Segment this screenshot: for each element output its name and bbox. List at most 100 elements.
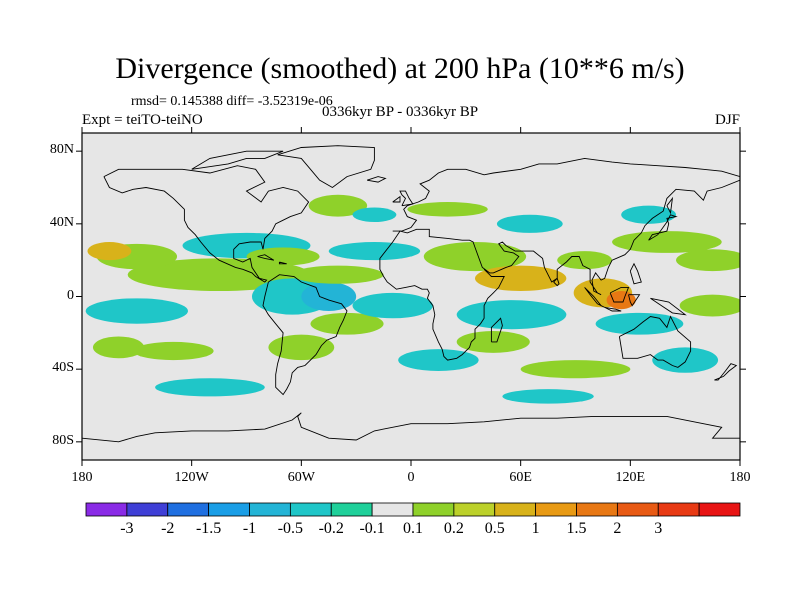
coastline-1 [262,274,348,396]
contour-region-33 [520,360,631,379]
contour-region-24 [496,214,563,233]
colorbar-label: -0.1 [359,520,385,537]
colorbar-swatch-9 [453,502,496,517]
map-title: Divergence (smoothed) at 200 hPa (10**6 … [115,52,685,85]
coastline-16 [277,145,375,189]
x-tick-label: 60W [287,470,315,485]
colorbar-label: -1.5 [195,520,222,537]
season-label: DJF [714,112,740,128]
contour-region-13 [133,341,214,361]
coastline-14 [392,195,401,203]
colorbar-swatch-2 [167,502,210,517]
contour-region-10 [310,312,384,335]
x-tick-label: 180 [729,470,751,485]
colorbar-swatch-0 [85,502,128,517]
colorbar-swatch-14 [657,502,700,517]
y-tick-label: 40N [49,214,74,230]
coastline-11 [648,214,678,241]
colorbar-label: -0.5 [277,520,304,537]
colorbar-label: -0.2 [318,520,344,537]
colorbar-swatch-13 [616,502,659,517]
colorbar [85,502,741,517]
y-tick-label: 40S [52,360,74,376]
coastline-18 [82,412,740,443]
contour-region-18 [423,242,527,272]
colorbar-label: 3 [654,520,663,537]
coastline-10 [650,297,687,316]
axis-ticks [76,127,746,466]
contour-region-28 [612,231,722,253]
colorbar-label: -2 [161,520,175,537]
coastline-12 [714,363,738,381]
divergence-contours [85,194,740,404]
contour-region-16 [308,194,368,217]
experiment-label: Expt = teiTO-teiNO [82,112,203,128]
x-tick-label: 0 [407,470,415,485]
coastline-0 [103,165,310,283]
coastline-4 [490,317,503,343]
colorbar-swatch-6 [330,502,373,517]
colorbar-label: -3 [120,520,134,537]
contour-region-4 [92,336,145,359]
colorbar-label: 1 [531,520,540,537]
colorbar-swatch-12 [576,502,618,517]
coastline-17 [191,150,284,170]
contour-region-29 [621,205,677,224]
contour-region-19 [474,265,567,292]
colorbar-label: 0.2 [443,520,464,537]
contour-region-9 [292,265,384,284]
contour-region-0 [127,258,311,292]
contour-region-11 [328,242,421,261]
coastline-20 [629,262,642,285]
colorbar-swatch-10 [494,502,537,517]
x-tick-label: 120E [615,470,646,485]
coastline-5 [618,315,692,368]
contour-region-14 [155,378,265,397]
contour-region-6 [246,247,320,266]
contour-region-31 [679,294,740,317]
colorbar-swatch-4 [249,502,291,517]
coastline-9 [628,294,641,307]
colorbar-swatch-5 [289,502,332,517]
coastline-23 [666,196,674,215]
coastline-15 [366,176,387,183]
colorbar-label: -1 [242,520,257,537]
contour-region-27 [595,312,684,335]
contour-region-12 [352,292,433,319]
coastline-8 [609,286,630,303]
y-tick-label: 80N [49,142,74,158]
contour-region-35 [502,389,594,404]
contour-region-20 [456,300,567,330]
coastlines [82,145,740,443]
colorbar-label: 1.5 [566,520,587,537]
coastline-3 [379,179,740,361]
period-label: 0336kyr BP - 0336kyr BP [321,104,479,120]
contour-region-17 [352,207,397,223]
colorbar-swatch-3 [208,502,250,517]
colorbar-swatch-11 [535,502,577,517]
colorbar-swatch-1 [126,502,169,517]
contour-region-2 [87,242,132,261]
coastline-2 [392,157,740,232]
coastline-21 [257,254,275,261]
contour-region-32 [652,347,719,373]
colorbar-label: 2 [613,520,622,537]
y-tick-label: 0 [67,287,74,303]
colorbar-swatch-8 [412,502,455,517]
contour-region-15 [268,334,335,361]
contour-region-34 [557,251,613,270]
rmsd-diff-stats: rmsd= 0.145388 diff= -3.52319e-06 [131,94,333,109]
contour-region-8 [301,281,357,312]
contour-region-22 [398,349,479,371]
coastline-13 [399,190,414,207]
coastline-7 [604,306,622,312]
colorbar-swatch-15 [698,502,741,517]
colorbar-swatch-7 [371,502,414,517]
coastline-19 [553,277,560,287]
y-tick-label: 80S [52,432,74,448]
coastline-22 [278,261,287,265]
contour-region-3 [85,298,189,324]
contour-region-23 [407,202,488,217]
x-tick-label: 60E [509,470,532,485]
